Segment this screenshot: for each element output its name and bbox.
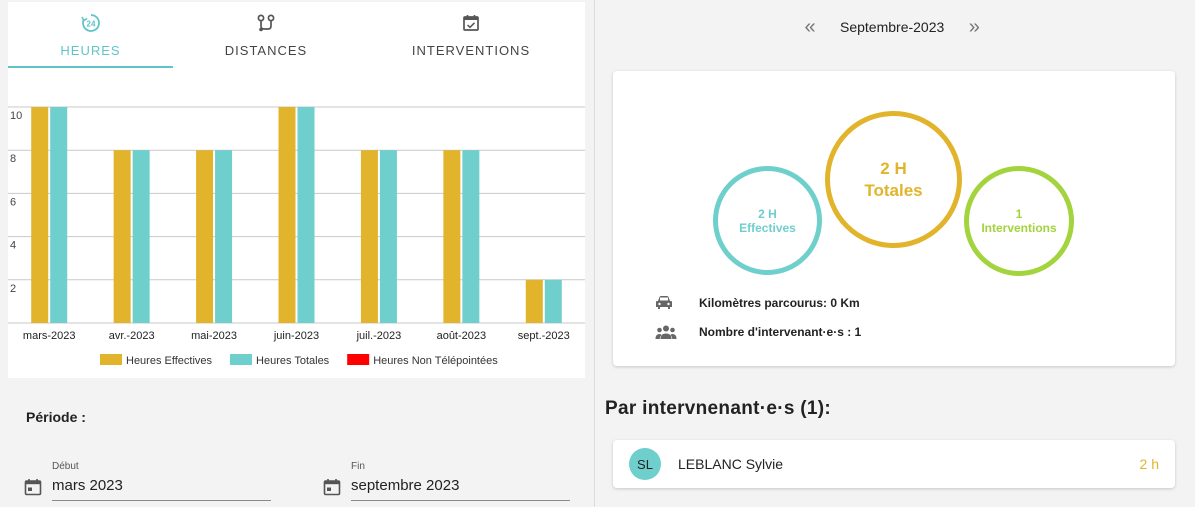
tab-label: HEURES bbox=[60, 42, 121, 58]
bar-heures-totales bbox=[544, 279, 562, 323]
bar-heures-totales bbox=[50, 107, 68, 323]
x-tick-label: août-2023 bbox=[437, 330, 487, 342]
y-tick-label: 8 bbox=[10, 153, 16, 165]
tab-interventions[interactable]: INTERVENTIONS bbox=[386, 2, 556, 68]
list-item[interactable]: SL LEBLANC Sylvie 2 h bbox=[613, 440, 1175, 488]
tab-label: INTERVENTIONS bbox=[411, 42, 531, 58]
bar-heures-effectives bbox=[113, 150, 131, 323]
calendar-icon[interactable] bbox=[24, 478, 42, 496]
effectives-label: Effectives bbox=[739, 220, 796, 235]
x-tick-label: juil.-2023 bbox=[356, 330, 402, 342]
bar-heures-effectives bbox=[443, 150, 461, 323]
debut-label: Début bbox=[52, 461, 79, 472]
interventions-label: Interventions bbox=[981, 221, 1057, 235]
legend-swatch bbox=[100, 354, 122, 365]
km-row: Kilomètres parcourus: 0 Km bbox=[655, 295, 860, 311]
bar-heures-totales bbox=[215, 150, 233, 323]
left-panel: 24 HEURES DISTANCES INTERVENTIONS bbox=[0, 0, 594, 507]
x-tick-label: mai-2023 bbox=[191, 330, 237, 342]
tab-label: DISTANCES bbox=[224, 42, 308, 58]
effectives-value: 2 H bbox=[758, 206, 777, 221]
x-tick-label: juin-2023 bbox=[273, 330, 319, 342]
y-tick-label: 2 bbox=[10, 283, 16, 295]
calendar-check-icon bbox=[463, 14, 479, 31]
interventions-circle: 1 Interventions bbox=[964, 166, 1074, 276]
y-tick-label: 10 bbox=[10, 110, 22, 122]
intervenants-row: Nombre d'intervenant·e·s : 1 bbox=[655, 324, 861, 340]
current-month: Septembre-2023 bbox=[840, 19, 945, 35]
totales-value: 2 H bbox=[880, 158, 907, 178]
interventions-value: 1 bbox=[1015, 207, 1023, 221]
debut-value[interactable]: mars 2023 bbox=[52, 477, 123, 494]
legend-label: Heures Effectives bbox=[126, 355, 213, 367]
field-underline bbox=[351, 500, 570, 501]
effectives-circle: 2 H Effectives bbox=[713, 166, 822, 275]
bar-heures-effectives bbox=[360, 150, 378, 323]
bar-heures-effectives bbox=[525, 279, 543, 323]
bar-heures-totales bbox=[379, 150, 397, 323]
month-navigator: « Septembre-2023 » bbox=[800, 14, 984, 40]
y-tick-label: 6 bbox=[10, 196, 16, 208]
bar-heures-effectives bbox=[196, 150, 214, 323]
km-text: Kilomètres parcourus: 0 Km bbox=[699, 296, 860, 310]
bar-heures-totales bbox=[297, 107, 315, 323]
fin-field[interactable]: Fin septembre 2023 bbox=[323, 460, 573, 502]
active-tab-indicator bbox=[8, 66, 173, 68]
debut-field[interactable]: Début mars 2023 bbox=[24, 460, 274, 502]
car-icon bbox=[656, 296, 672, 309]
tab-heures[interactable]: 24 HEURES bbox=[8, 2, 173, 68]
totales-circle: 2 H Totales bbox=[825, 111, 962, 248]
field-underline bbox=[52, 500, 271, 501]
svg-text:24: 24 bbox=[86, 19, 95, 28]
intervenant-name: LEBLANC Sylvie bbox=[678, 456, 784, 472]
fin-value[interactable]: septembre 2023 bbox=[351, 477, 460, 494]
route-icon bbox=[257, 14, 275, 31]
chart-svg: 2 4 6 8 10 mars-2023 avr.-2023 mai-2023 juin-202… bbox=[8, 106, 585, 367]
next-month-button[interactable]: » bbox=[968, 15, 980, 38]
intervenants-text: Nombre d'intervenant·e·s : 1 bbox=[699, 325, 862, 339]
bar-heures-totales bbox=[462, 150, 480, 323]
x-tick-label: sept.-2023 bbox=[518, 330, 570, 342]
periode-label: Période : bbox=[26, 409, 86, 425]
bar-heures-totales bbox=[132, 150, 150, 323]
legend-swatch bbox=[230, 354, 253, 365]
prev-month-button[interactable]: « bbox=[804, 15, 816, 38]
bar-heures-effectives bbox=[31, 107, 49, 323]
panel-divider bbox=[594, 0, 595, 507]
section-title: Par intervnenant·e·s (1): bbox=[605, 398, 832, 419]
clock-24-icon: 24 bbox=[80, 13, 100, 32]
legend-swatch bbox=[347, 354, 370, 365]
x-tick-label: avr.-2023 bbox=[109, 330, 155, 342]
fin-label: Fin bbox=[351, 461, 365, 472]
summary-card: 2 H Effectives 2 H Totales 1 Interventio… bbox=[613, 71, 1175, 366]
legend-label: Heures Totales bbox=[256, 355, 330, 367]
totales-label: Totales bbox=[864, 180, 923, 200]
bar-heures-effectives bbox=[278, 107, 296, 323]
hours-bar-chart: 2 4 6 8 10 mars-2023 avr.-2023 mai-2023 juin-202… bbox=[8, 68, 585, 378]
y-tick-label: 4 bbox=[10, 240, 16, 252]
tab-distances[interactable]: DISTANCES bbox=[191, 2, 341, 68]
intervenant-hours: 2 h bbox=[1139, 456, 1159, 472]
calendar-icon[interactable] bbox=[323, 478, 341, 496]
group-icon bbox=[655, 325, 677, 339]
tab-bar: 24 HEURES DISTANCES INTERVENTIONS bbox=[8, 2, 585, 68]
legend-label: Heures Non Télépointées bbox=[373, 355, 498, 367]
avatar: SL bbox=[629, 448, 661, 480]
x-tick-label: mars-2023 bbox=[23, 330, 76, 342]
